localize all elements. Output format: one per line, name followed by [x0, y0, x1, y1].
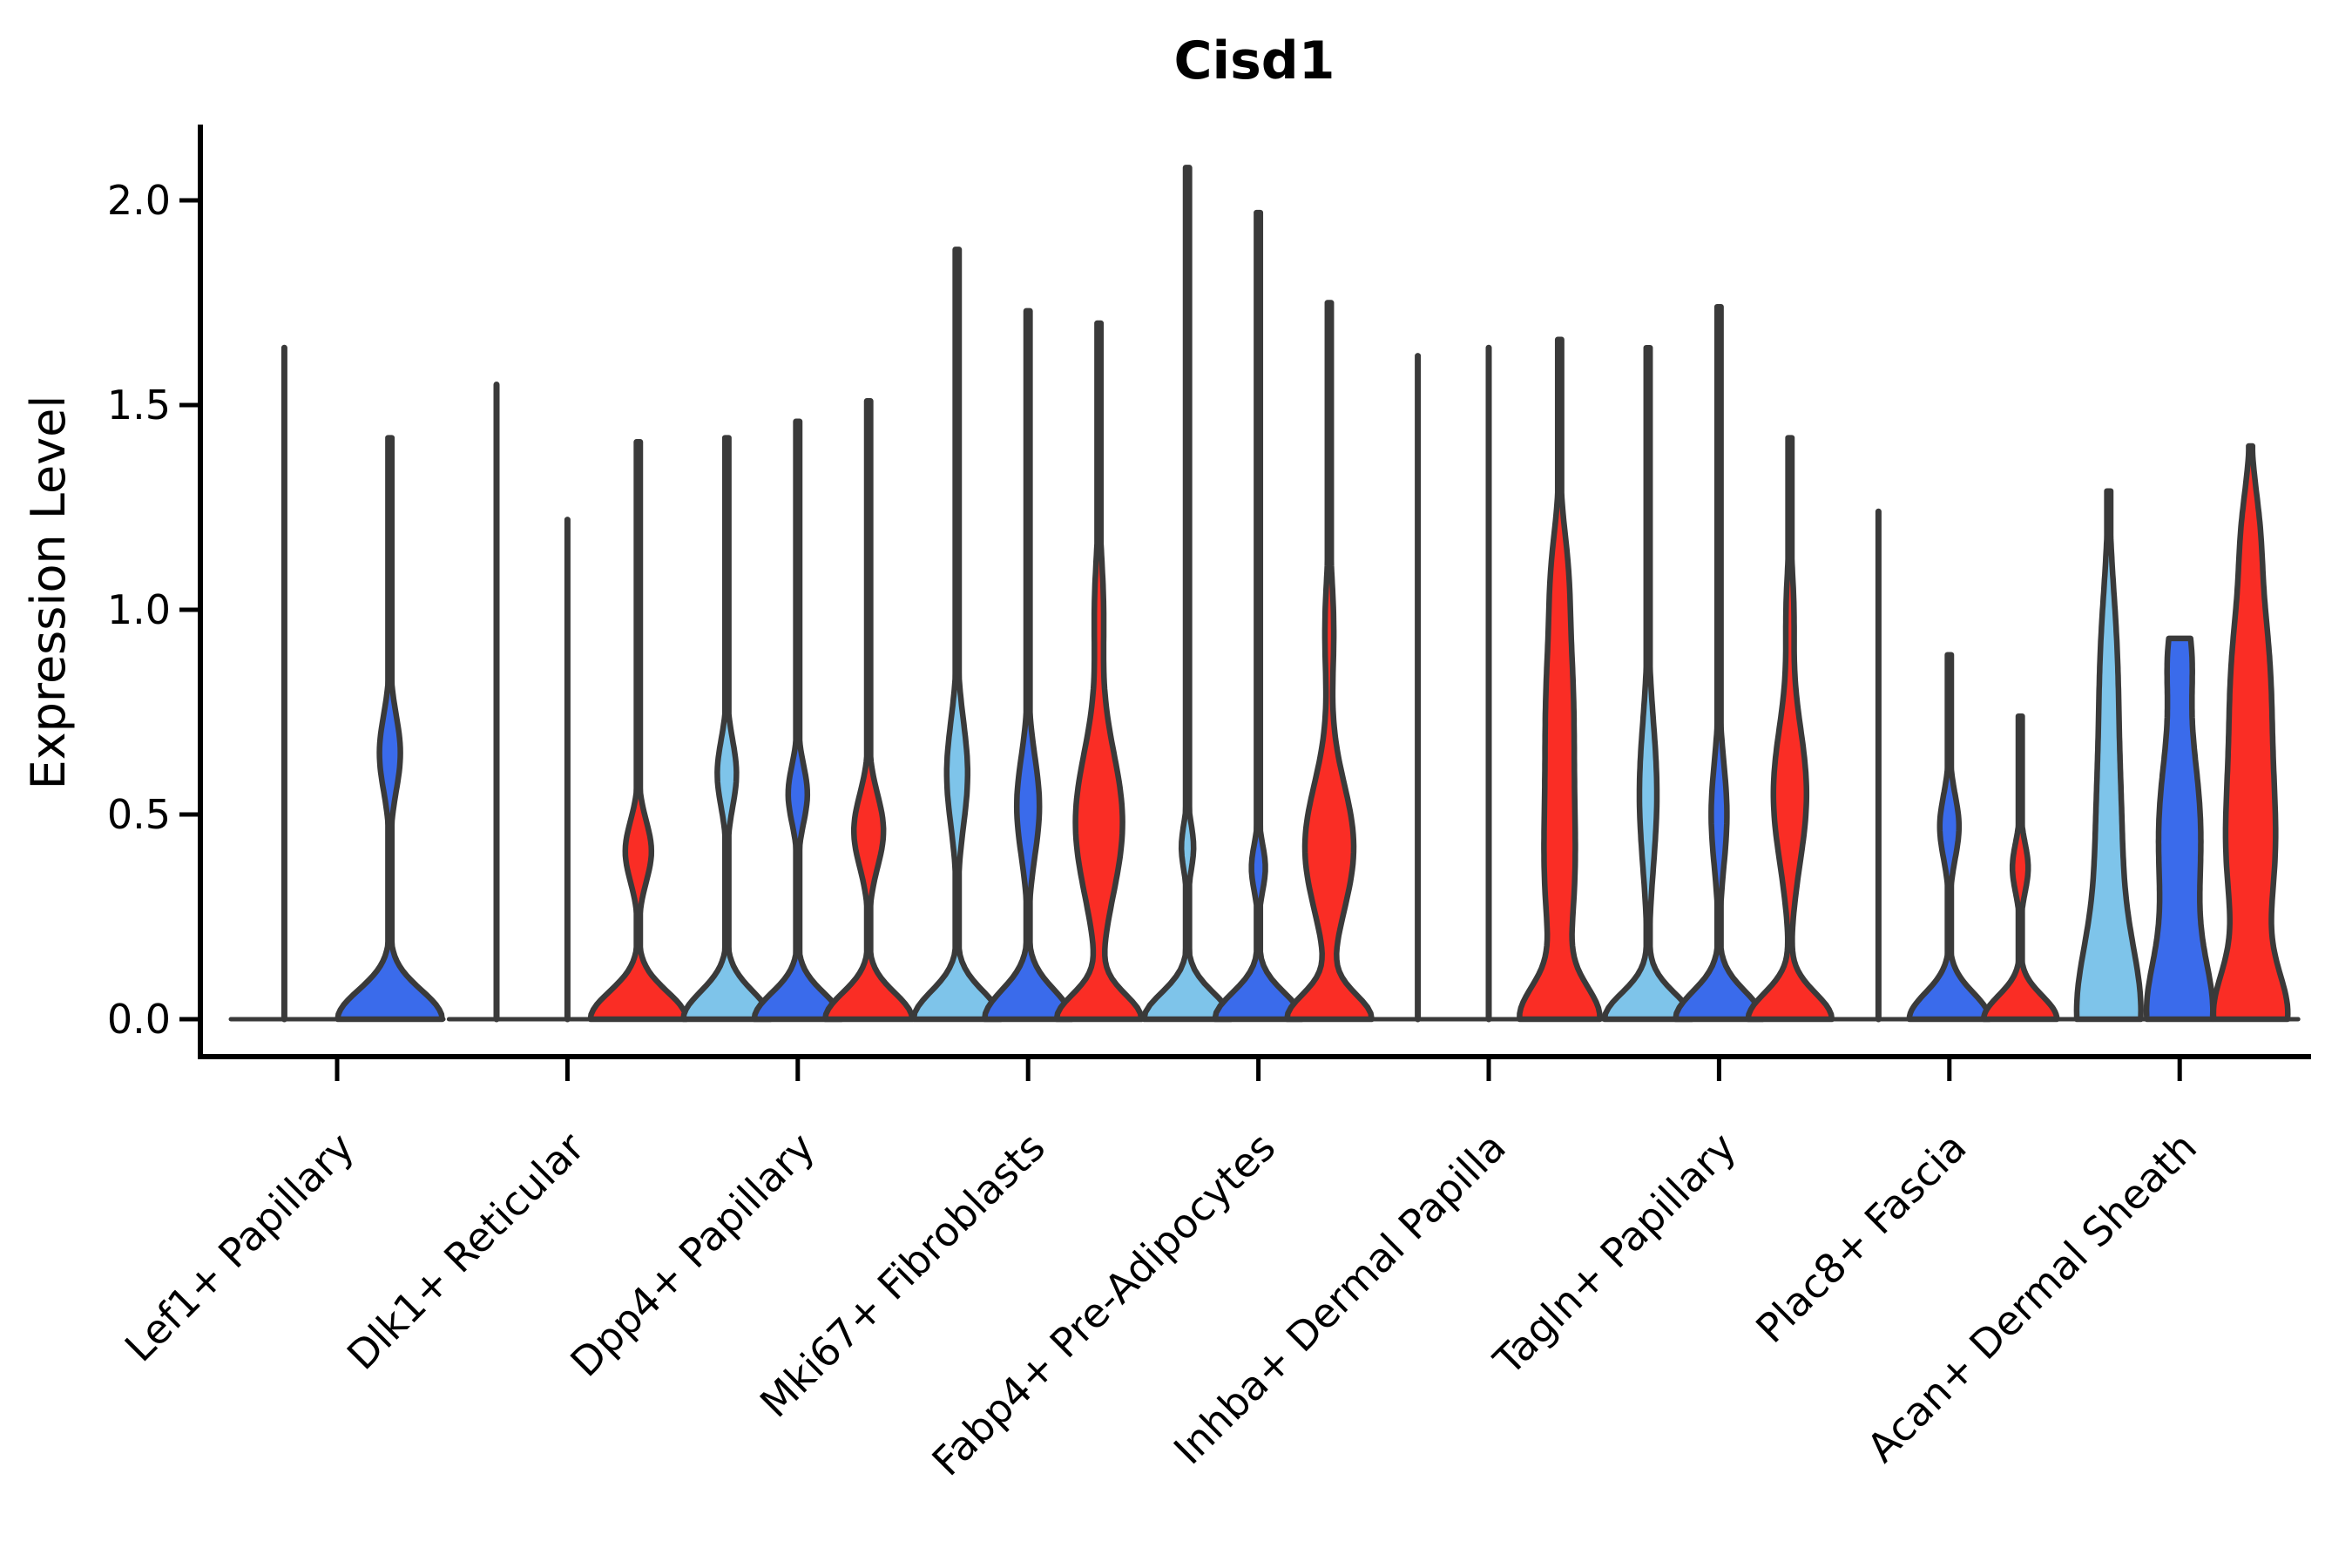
- x-tick-label-tagln-papillary: Tagln+ Papillary: [1484, 1124, 1746, 1385]
- violin-lef1-papillary-darkblue: [335, 435, 445, 1023]
- violin-bodies: [228, 165, 2301, 1023]
- violin-tagln-papillary-darkblue: [1673, 303, 1766, 1023]
- violin-mki67-fibroblasts-darkblue: [981, 308, 1075, 1023]
- violin-fabp4-pre-adipocytes-red: [1284, 300, 1375, 1023]
- y-tick-label-2.0: 2.0: [107, 177, 171, 224]
- violin-dpp4-papillary-darkblue: [751, 418, 845, 1023]
- violin-fabp4-pre-adipocytes-darkblue: [1212, 209, 1305, 1023]
- violin-plac8-fascia-red: [1980, 713, 2060, 1023]
- violin-acan-dermal-sheath-lightblue: [2073, 488, 2144, 1023]
- violin-mki67-fibroblasts-lightblue: [910, 247, 1004, 1023]
- violin-tagln-papillary-lightblue: [1601, 344, 1695, 1023]
- x-tick-label-dlk1-reticular: Dlk1+ Reticular: [338, 1124, 593, 1379]
- violin-fabp4-pre-adipocytes-lightblue: [1140, 165, 1234, 1023]
- y-tick-label-1.5: 1.5: [107, 382, 171, 429]
- x-tick-label-plac8-fascia: Plac8+ Fascia: [1747, 1124, 1975, 1352]
- violin-inhba-dermal-papilla-red: [1517, 336, 1603, 1023]
- axes: [179, 125, 2311, 1081]
- x-tick-label-lef1-papillary: Lef1+ Papillary: [116, 1124, 363, 1371]
- violin-tagln-papillary-red: [1745, 435, 1835, 1023]
- violin-mki67-fibroblasts-red: [1053, 320, 1145, 1023]
- y-tick-label-0.0: 0.0: [107, 996, 171, 1043]
- y-tick-labels: 0.0 0.5 1.0 1.5 2.0: [107, 177, 171, 1043]
- violin-acan-dermal-sheath-red: [2210, 443, 2291, 1023]
- x-tick-label-dpp4-papillary: Dpp4+ Papillary: [561, 1124, 823, 1386]
- violin-plac8-fascia-darkblue: [1906, 652, 1993, 1023]
- violin-dpp4-papillary-red: [821, 398, 916, 1023]
- violin-dpp4-papillary-lightblue: [680, 435, 774, 1023]
- y-tick-label-0.5: 0.5: [107, 791, 171, 838]
- y-tick-label-1.0: 1.0: [107, 586, 171, 633]
- plot-title: Cisd1: [1173, 30, 1335, 91]
- y-axis-label: Expression Level: [21, 395, 76, 790]
- violin-dlk1-reticular-red: [587, 439, 690, 1023]
- violin-acan-dermal-sheath-darkblue: [2143, 635, 2216, 1023]
